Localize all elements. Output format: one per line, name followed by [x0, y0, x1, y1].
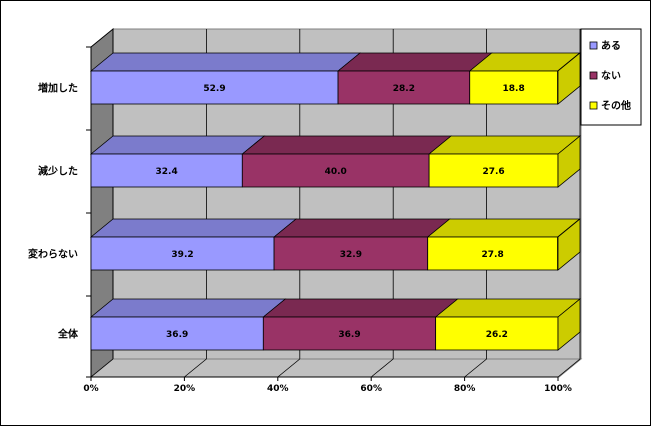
- bar-segment-top: [426, 218, 581, 238]
- x-tick-label: 20%: [174, 384, 196, 394]
- x-tick-label: 40%: [267, 384, 289, 394]
- x-tick-label: 60%: [360, 384, 382, 394]
- bar-value-label: 36.9: [166, 330, 188, 340]
- legend-label: その他: [601, 99, 631, 112]
- chart-floor: [89, 358, 583, 378]
- bar-segment: [90, 153, 243, 188]
- legend-swatch: [589, 71, 598, 80]
- bar-segment: [90, 316, 264, 351]
- bar-row: 52.9 28.2 18.8: [89, 52, 581, 105]
- bar-row: 32.4 40.0 27.6: [89, 135, 582, 188]
- category-label: 全体: [57, 328, 79, 341]
- bar-side-face: [557, 218, 581, 271]
- bar-segment: [90, 236, 275, 271]
- gridline-floor: [370, 358, 394, 378]
- bar-segment-top: [89, 135, 266, 155]
- gridline-floor: [90, 358, 114, 378]
- x-tick-label: 100%: [544, 384, 572, 394]
- category-label: 減少した: [38, 165, 78, 178]
- gridline-floor: [557, 358, 581, 378]
- category-label: 変わらない: [28, 248, 78, 261]
- bar-segment: [241, 153, 430, 188]
- bar-value-label: 27.6: [482, 167, 504, 177]
- bar-side-face: [557, 135, 581, 188]
- bar-segment-top: [262, 298, 459, 318]
- bar-segment-top: [272, 218, 451, 238]
- bar-side-face: [557, 298, 581, 351]
- bar-segment-top: [89, 52, 362, 72]
- legend-swatch: [589, 41, 598, 50]
- bar-value-label: 18.8: [503, 84, 525, 94]
- bar-value-label: 36.9: [338, 330, 360, 340]
- bar-value-label: 32.9: [340, 250, 362, 260]
- bar-segment-top: [434, 298, 582, 318]
- gridline-floor: [464, 358, 487, 378]
- gridline-floor: [277, 358, 301, 378]
- bar-segment-top: [89, 298, 287, 318]
- legend-label: ない: [601, 70, 621, 82]
- legend-label: ある: [601, 39, 621, 52]
- bar-segment: [337, 70, 471, 105]
- bar-value-label: 32.4: [156, 167, 178, 177]
- legend-swatch: [589, 101, 598, 110]
- bar-row: 39.2 32.9 27.8: [89, 218, 581, 271]
- bar-segment-top: [427, 135, 582, 155]
- bar-value-label: 26.2: [486, 330, 508, 340]
- bar-segment: [428, 153, 559, 188]
- bar-value-label: 40.0: [325, 167, 347, 177]
- x-axis-tick-labels: 0% 20% 40% 60% 80% 100%: [83, 384, 572, 394]
- category-label: 増加した: [38, 82, 78, 95]
- bar-value-label: 27.8: [482, 250, 504, 260]
- bar-segment: [469, 70, 558, 105]
- bar-side-face: [557, 52, 581, 105]
- gridline-floor: [184, 358, 207, 378]
- bar-segment-top: [241, 135, 453, 155]
- x-tick-label: 80%: [454, 384, 476, 394]
- bar-segment: [427, 236, 558, 271]
- bar-value-label: 28.2: [393, 84, 415, 94]
- bar-segment: [262, 316, 437, 351]
- bar-value-label: 39.2: [171, 250, 193, 260]
- bar-row: 36.9 36.9 26.2: [89, 298, 582, 351]
- bar-value-label: 52.9: [203, 84, 225, 94]
- bar-segment-top: [336, 52, 493, 72]
- bar-segment-top: [89, 218, 298, 238]
- bar-group: 52.9 28.2 18.8 32.4 40.0 27.6 39.2 32.9 27.8 36.9…: [89, 52, 582, 351]
- x-tick-label: 0%: [83, 384, 98, 394]
